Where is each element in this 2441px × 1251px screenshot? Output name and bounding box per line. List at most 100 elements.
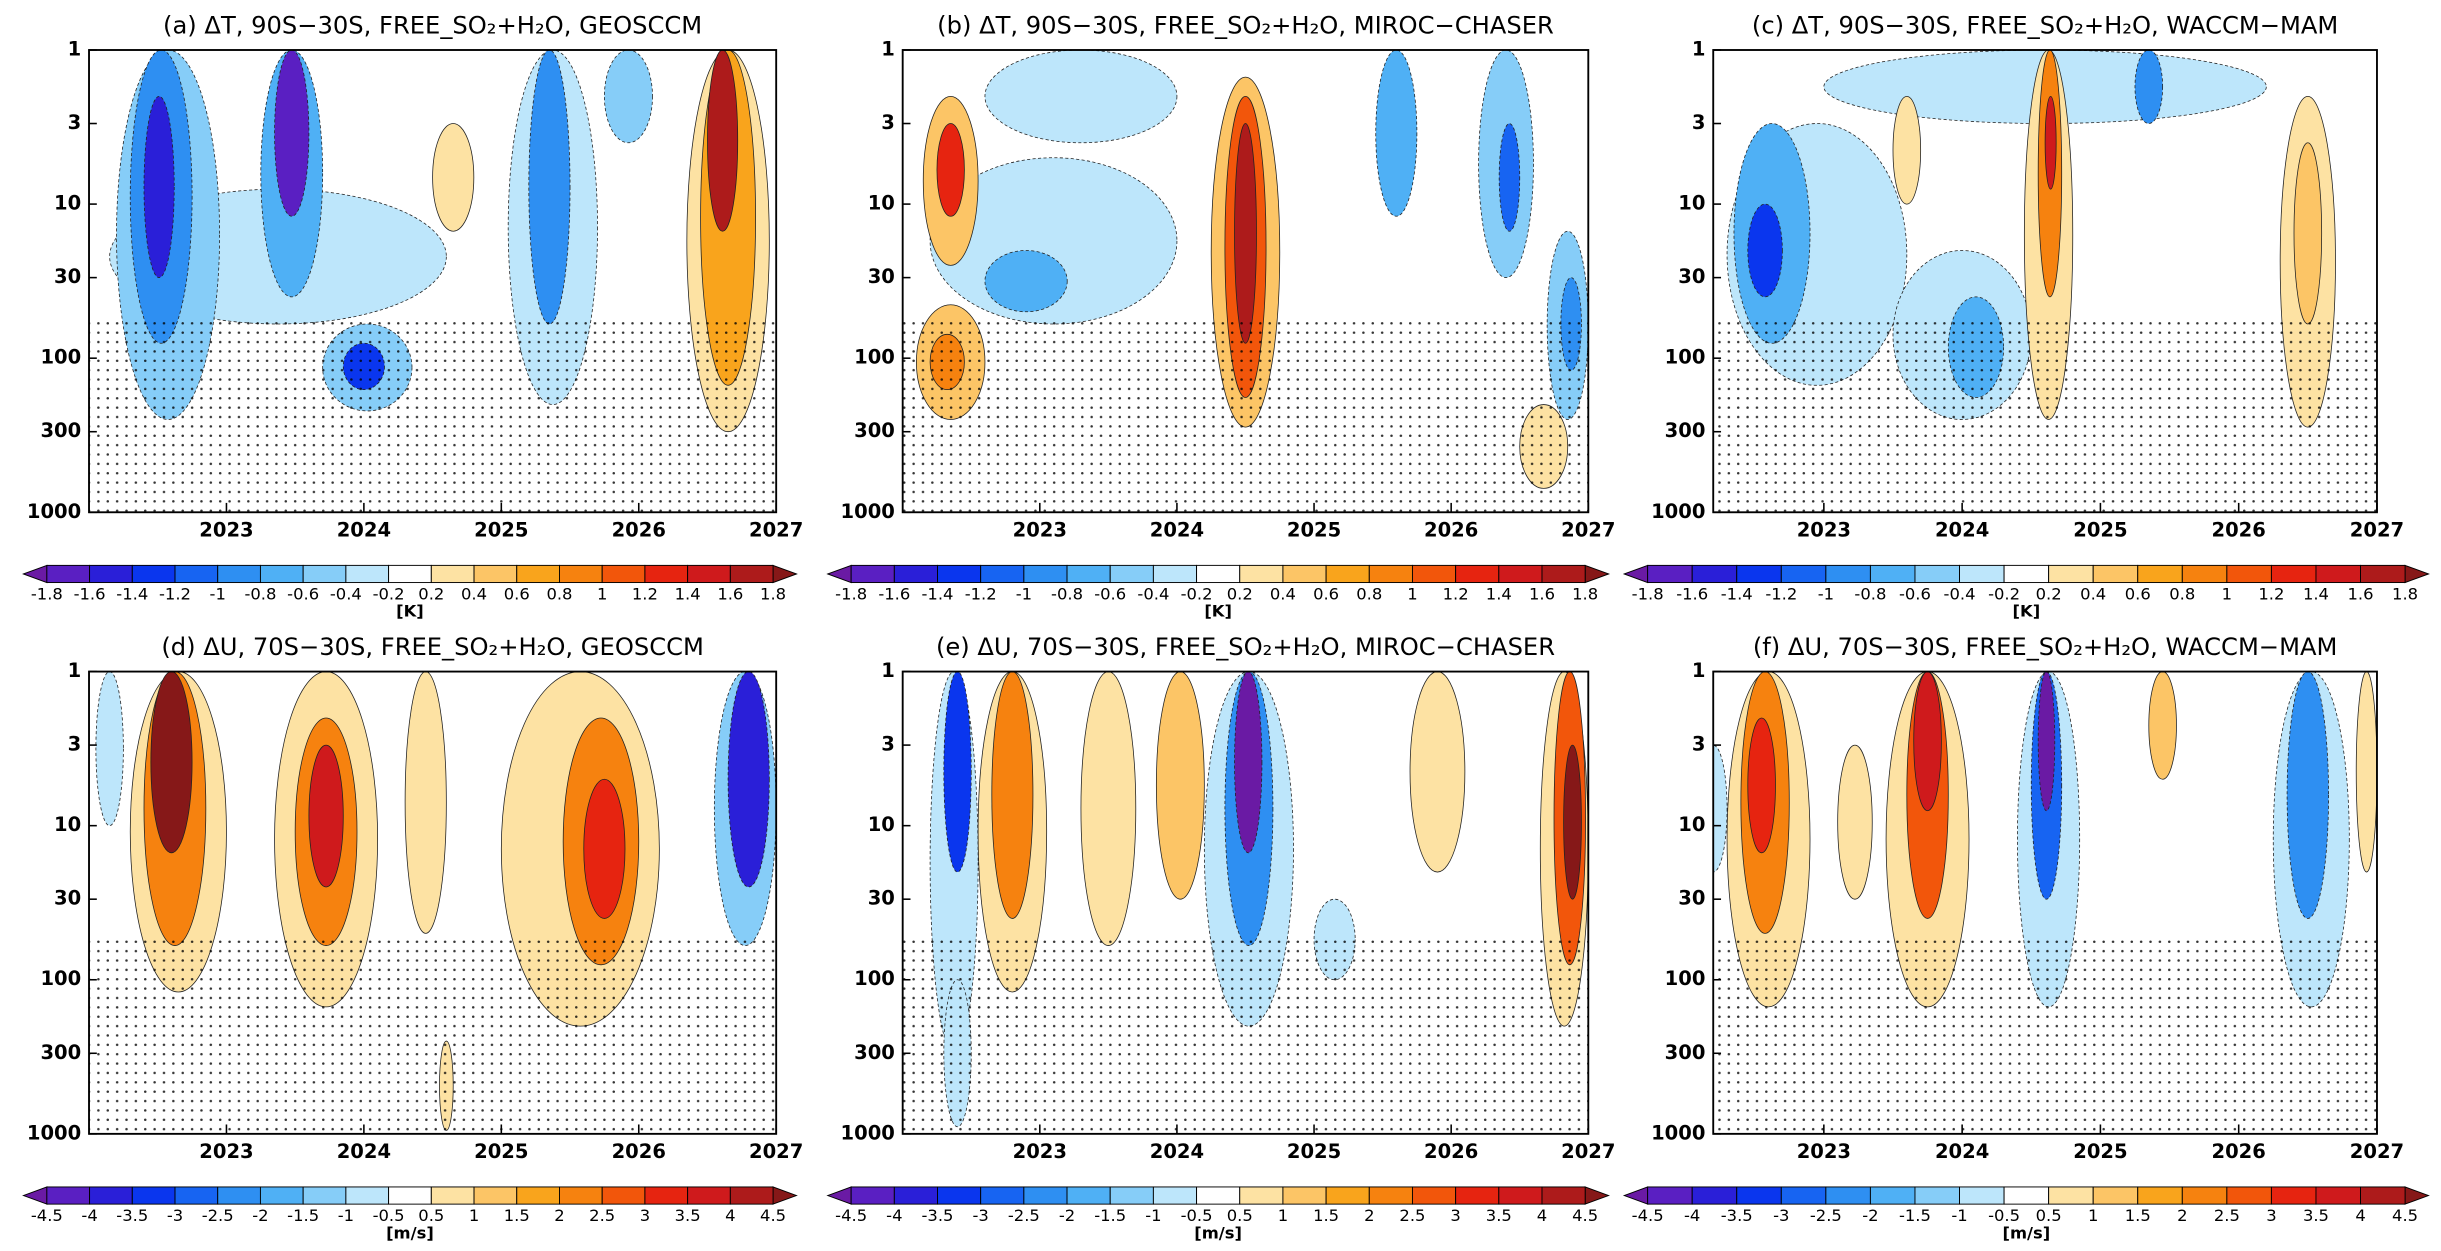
colorbar-tick-label: -4	[1684, 1206, 1700, 1225]
colorbar-tick-label: -3	[167, 1206, 183, 1225]
colorbar-extend-low	[22, 564, 48, 584]
colorbar-tick-label: 0.8	[2169, 585, 2195, 604]
colorbar-box	[1152, 1186, 1198, 1205]
contour-region	[2293, 142, 2323, 325]
y-tick-label: 3	[68, 733, 82, 756]
colorbar-box	[601, 564, 646, 584]
colorbar-tick-label: 2	[1364, 1206, 1374, 1225]
colorbar: -1.8 -1.6 -1.4 -1.2 -1 -0.8 -0.6 -0.4 -0.2 0.2 0.4…	[22, 564, 798, 621]
y-tick-label: 3	[881, 733, 895, 756]
colorbar-box	[1914, 564, 1960, 584]
colorbar-box	[89, 1186, 133, 1205]
significance-stippling	[902, 318, 1589, 513]
colorbar-tick-label: -2	[252, 1206, 268, 1225]
colorbar-tick-label: 3.5	[1486, 1206, 1512, 1225]
colorbar-box	[1239, 564, 1284, 584]
colorbar-box	[1109, 1186, 1154, 1205]
colorbar-tick-label: -1	[1951, 1206, 1967, 1225]
colorbar-box	[1869, 564, 1916, 584]
y-tick-label: 100	[1665, 346, 1706, 369]
contour-region	[1234, 671, 1263, 854]
colorbar-box	[2003, 564, 2050, 584]
colorbar-tick-label: -0.5	[1988, 1206, 2020, 1225]
y-tick-label: 10	[868, 813, 895, 836]
colorbar-box	[1023, 1186, 1068, 1205]
colorbar-tick-label: 1.6	[2348, 585, 2374, 604]
colorbar-box	[1368, 564, 1413, 584]
colorbar-tick-label: 1.6	[1529, 585, 1555, 604]
x-tick-label: 2025	[2073, 519, 2127, 542]
colorbar-box	[1455, 1186, 1500, 1205]
colorbar-tick-label: 0.4	[2080, 585, 2106, 604]
plot-area	[1713, 49, 2377, 513]
colorbar-box	[1541, 1186, 1586, 1205]
colorbar-box	[850, 1186, 895, 1205]
colorbar-box	[1736, 564, 1782, 584]
colorbar-box	[1959, 564, 2005, 584]
colorbar-tick-label: 1.4	[675, 585, 701, 604]
plot-area	[902, 49, 1589, 513]
colorbar-box	[516, 1186, 560, 1205]
colorbar-tick-label: 0.2	[1227, 585, 1253, 604]
colorbar-box	[1498, 1186, 1543, 1205]
colorbar-tick-label: 3	[1450, 1206, 1460, 1225]
contour-region	[1409, 671, 1466, 873]
y-tick-label: 1	[881, 659, 895, 682]
x-tick-label: 2025	[2073, 1140, 2127, 1163]
y-tick-label: 10	[1678, 192, 1705, 215]
colorbar-box	[2048, 1186, 2094, 1205]
colorbar-box	[1023, 564, 1068, 584]
colorbar-tick-label: -4	[886, 1206, 902, 1225]
x-tick-label: 2023	[1797, 519, 1851, 542]
colorbar-tick-label: 0.8	[1356, 585, 1382, 604]
x-tick-label: 2027	[2350, 519, 2404, 542]
x-tick-label: 2024	[337, 1140, 391, 1163]
x-tick-label: 2026	[612, 1140, 666, 1163]
colorbar-box	[729, 564, 774, 584]
colorbar-unit: [m/s]	[2002, 1223, 2050, 1242]
panel-title: (a) ΔT, 90S−30S, FREE_SO₂+H₂O, GEOSCCM	[163, 12, 702, 40]
colorbar-tick-label: -1.4	[116, 585, 148, 604]
colorbar-box	[559, 564, 603, 584]
colorbar-box	[1959, 1186, 2005, 1205]
colorbar-tick-label: -1.5	[287, 1206, 319, 1225]
contour-region	[1892, 95, 1922, 205]
colorbar-box	[174, 564, 219, 584]
y-tick-label: 1000	[1651, 1121, 1705, 1144]
colorbar-tick-label: 4	[1537, 1206, 1547, 1225]
colorbar-extend-high	[1584, 1186, 1610, 1205]
colorbar-tick-label: 4.5	[1572, 1206, 1598, 1225]
colorbar-tick-label: -0.8	[1854, 585, 1886, 604]
plot-frame	[901, 49, 1590, 514]
colorbar-box	[131, 564, 176, 584]
contour-region	[143, 95, 175, 279]
colorbar-tick-label: 1	[597, 585, 607, 604]
y-tick-label: 1000	[27, 1121, 81, 1144]
colorbar-tick-label: -1	[1016, 585, 1032, 604]
y-tick-label: 30	[1678, 265, 1705, 288]
colorbar-box	[1196, 564, 1241, 584]
y-tick-label: 100	[854, 967, 895, 990]
significance-stippling	[1713, 318, 2377, 513]
x-tick-label: 2024	[1150, 519, 1204, 542]
colorbar-tick-label: -1	[1818, 585, 1834, 604]
plot-area	[1713, 671, 2377, 1134]
colorbar-tick-label: 3.5	[675, 1206, 701, 1225]
colorbar-box	[2226, 564, 2272, 584]
colorbar-box	[259, 564, 304, 584]
colorbar-tick-label: 4.5	[2392, 1206, 2418, 1225]
colorbar-box	[644, 1186, 689, 1205]
colorbar-tick-label: 2.5	[589, 1206, 615, 1225]
y-tick-label: 30	[54, 265, 81, 288]
y-tick-label: 10	[868, 192, 895, 215]
colorbar-tick-label: 1.5	[2125, 1206, 2151, 1225]
colorbar-box	[1914, 1186, 1960, 1205]
colorbar-tick-label: 1.8	[2392, 585, 2418, 604]
colorbar-box	[2315, 564, 2361, 584]
colorbar-box	[217, 1186, 261, 1205]
contour-region	[707, 49, 739, 232]
colorbar-box	[1196, 1186, 1241, 1205]
colorbar-tick-label: 0.8	[546, 585, 572, 604]
y-tick-label: 300	[40, 419, 81, 442]
